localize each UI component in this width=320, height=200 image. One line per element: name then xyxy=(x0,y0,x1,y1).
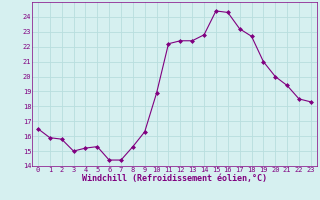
X-axis label: Windchill (Refroidissement éolien,°C): Windchill (Refroidissement éolien,°C) xyxy=(82,174,267,183)
